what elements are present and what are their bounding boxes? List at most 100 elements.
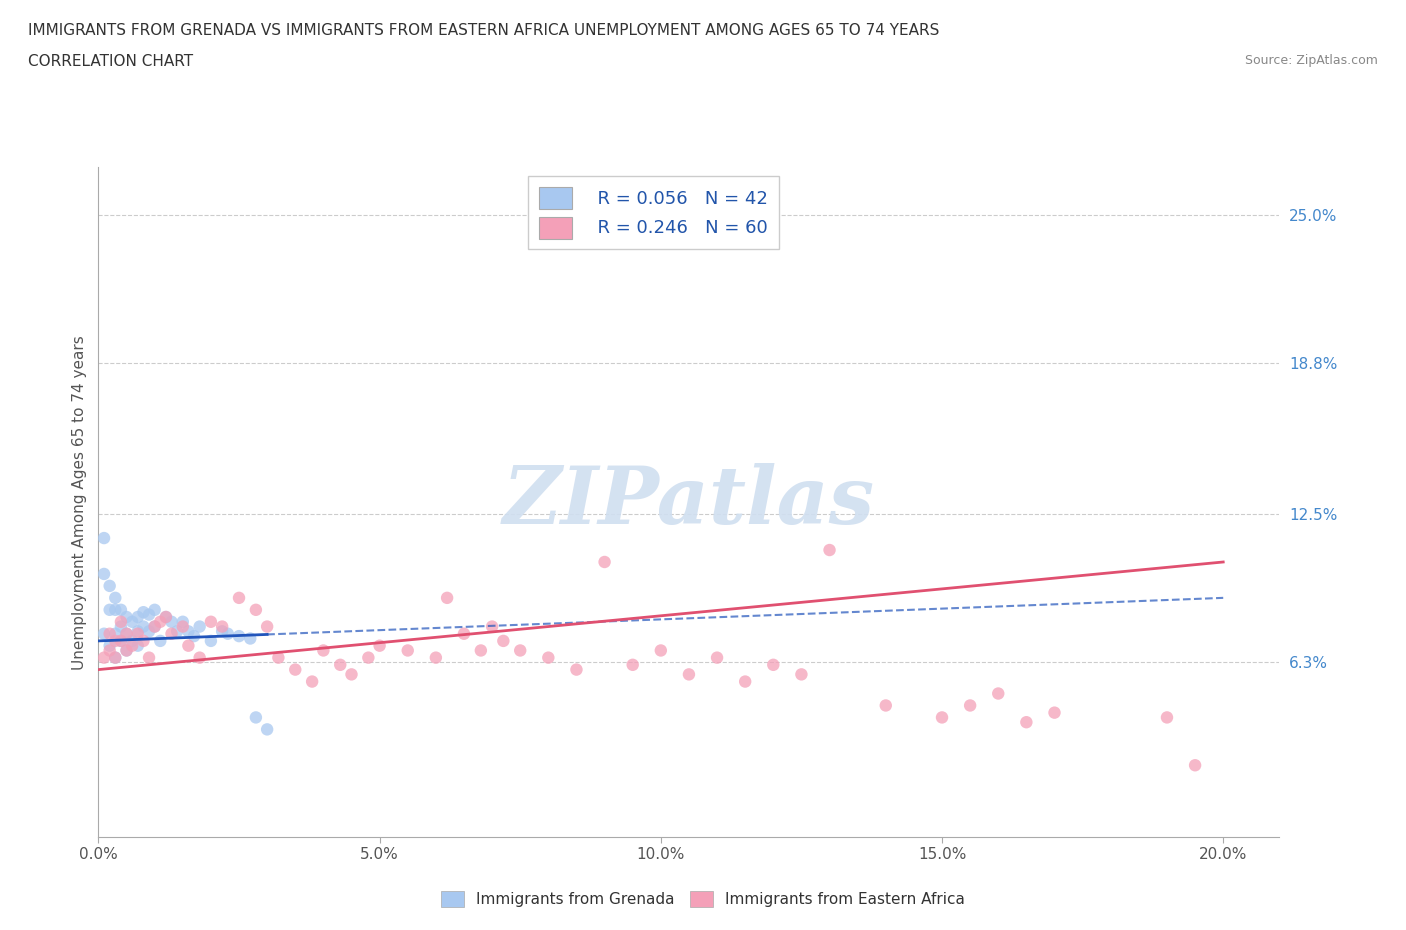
Point bbox=[127, 609, 149, 624]
Point bbox=[110, 619, 132, 634]
Point bbox=[650, 643, 672, 658]
Point bbox=[301, 674, 323, 689]
Point bbox=[1156, 710, 1178, 724]
Point bbox=[790, 667, 813, 682]
Point bbox=[155, 609, 177, 624]
Point bbox=[245, 710, 267, 724]
Point bbox=[132, 619, 155, 634]
Point bbox=[188, 619, 211, 634]
Point bbox=[104, 650, 127, 665]
Point bbox=[160, 615, 183, 630]
Point bbox=[211, 619, 233, 634]
Point bbox=[177, 624, 200, 639]
Point bbox=[188, 650, 211, 665]
Point bbox=[228, 629, 250, 644]
Point bbox=[256, 722, 278, 737]
Point bbox=[357, 650, 380, 665]
Point bbox=[228, 591, 250, 605]
Point bbox=[256, 619, 278, 634]
Point bbox=[177, 638, 200, 653]
Point bbox=[593, 554, 616, 569]
Point bbox=[621, 658, 644, 672]
Point bbox=[104, 626, 127, 641]
Point bbox=[121, 638, 143, 653]
Point bbox=[110, 633, 132, 648]
Point bbox=[706, 650, 728, 665]
Point bbox=[93, 626, 115, 641]
Point bbox=[425, 650, 447, 665]
Point bbox=[93, 531, 115, 546]
Point bbox=[160, 626, 183, 641]
Point bbox=[143, 603, 166, 618]
Text: ZIPatlas: ZIPatlas bbox=[503, 463, 875, 541]
Point bbox=[172, 619, 194, 634]
Point bbox=[396, 643, 419, 658]
Y-axis label: Unemployment Among Ages 65 to 74 years: Unemployment Among Ages 65 to 74 years bbox=[72, 335, 87, 670]
Point bbox=[93, 566, 115, 581]
Point bbox=[172, 615, 194, 630]
Point bbox=[368, 638, 391, 653]
Point bbox=[959, 698, 981, 713]
Point bbox=[200, 615, 222, 630]
Point bbox=[104, 591, 127, 605]
Point bbox=[132, 633, 155, 648]
Point bbox=[104, 633, 127, 648]
Point bbox=[115, 609, 138, 624]
Point bbox=[436, 591, 458, 605]
Point bbox=[98, 603, 121, 618]
Point bbox=[104, 603, 127, 618]
Point bbox=[149, 615, 172, 630]
Point bbox=[132, 604, 155, 619]
Point bbox=[127, 638, 149, 653]
Text: IMMIGRANTS FROM GRENADA VS IMMIGRANTS FROM EASTERN AFRICA UNEMPLOYMENT AMONG AGE: IMMIGRANTS FROM GRENADA VS IMMIGRANTS FR… bbox=[28, 23, 939, 38]
Point bbox=[98, 643, 121, 658]
Point bbox=[121, 615, 143, 630]
Point bbox=[166, 624, 188, 639]
Point bbox=[115, 626, 138, 641]
Point bbox=[470, 643, 492, 658]
Point bbox=[98, 626, 121, 641]
Point bbox=[875, 698, 897, 713]
Point bbox=[143, 619, 166, 634]
Point bbox=[239, 631, 262, 646]
Point bbox=[509, 643, 531, 658]
Point bbox=[312, 643, 335, 658]
Point bbox=[98, 578, 121, 593]
Text: Source: ZipAtlas.com: Source: ZipAtlas.com bbox=[1244, 54, 1378, 67]
Point bbox=[115, 643, 138, 658]
Point bbox=[110, 633, 132, 648]
Point bbox=[1015, 715, 1038, 730]
Legend:   R = 0.056   N = 42,   R = 0.246   N = 60: R = 0.056 N = 42, R = 0.246 N = 60 bbox=[529, 177, 779, 249]
Point bbox=[762, 658, 785, 672]
Point bbox=[492, 633, 515, 648]
Point bbox=[138, 650, 160, 665]
Point bbox=[115, 626, 138, 641]
Point bbox=[284, 662, 307, 677]
Point bbox=[931, 710, 953, 724]
Point bbox=[329, 658, 352, 672]
Point bbox=[267, 650, 290, 665]
Point bbox=[98, 638, 121, 653]
Point bbox=[104, 650, 127, 665]
Point bbox=[183, 629, 205, 644]
Point bbox=[149, 633, 172, 648]
Point bbox=[127, 624, 149, 639]
Point bbox=[818, 542, 841, 557]
Point bbox=[110, 615, 132, 630]
Point bbox=[340, 667, 363, 682]
Point bbox=[734, 674, 756, 689]
Point bbox=[678, 667, 700, 682]
Point bbox=[138, 624, 160, 639]
Point bbox=[1043, 705, 1066, 720]
Point bbox=[110, 603, 132, 618]
Point bbox=[211, 624, 233, 639]
Point bbox=[115, 643, 138, 658]
Point bbox=[1184, 758, 1206, 773]
Point bbox=[987, 686, 1010, 701]
Point bbox=[127, 626, 149, 641]
Point bbox=[481, 619, 503, 634]
Point bbox=[155, 609, 177, 624]
Point bbox=[245, 603, 267, 618]
Point bbox=[121, 633, 143, 648]
Point bbox=[453, 626, 475, 641]
